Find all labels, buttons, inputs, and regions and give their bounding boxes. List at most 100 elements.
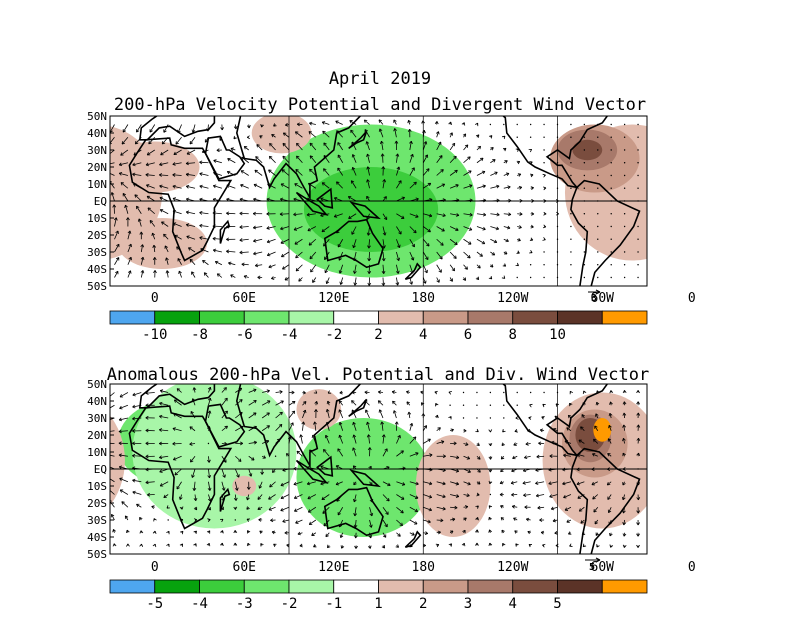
wind-arrowhead: [411, 243, 415, 248]
wind-vector: [490, 238, 497, 243]
wind-arrowhead: [382, 179, 387, 183]
colorbar-label: 5: [553, 596, 561, 612]
wind-arrowhead: [251, 457, 255, 461]
wind-arrowhead: [188, 247, 192, 251]
wind-arrowhead: [322, 130, 326, 135]
colorbar-swatch: [109, 310, 156, 325]
wind-vector: [266, 238, 276, 243]
wind-arrowhead: [455, 183, 459, 188]
wind-arrowhead: [381, 282, 386, 286]
wind-dot: [489, 417, 492, 419]
wind-arrowhead: [284, 277, 289, 281]
wind-vector: [566, 519, 572, 523]
wind-dot: [637, 251, 639, 253]
wind-arrowhead: [159, 196, 163, 201]
coastline: [349, 469, 381, 488]
wind-arrowhead: [525, 442, 529, 446]
colorbar-swatch: [512, 579, 558, 594]
wind-arrowhead: [282, 132, 287, 136]
wind-arrowhead: [291, 410, 296, 415]
wind-vector: [235, 399, 243, 406]
wind-arrowhead: [174, 472, 178, 476]
wind-vector: [476, 264, 481, 269]
lat-tick-label: 20N: [87, 161, 107, 174]
wind-dot: [597, 187, 599, 189]
wind-arrowhead: [337, 167, 341, 171]
wind-vector: [323, 142, 330, 151]
wind-vector: [409, 436, 417, 444]
wind-arrowhead: [436, 279, 440, 283]
wind-arrowhead: [455, 481, 460, 486]
wind-arrowhead: [246, 542, 251, 547]
wind-arrowhead: [273, 543, 277, 548]
wind-arrowhead: [397, 434, 401, 439]
wind-arrowhead: [501, 529, 505, 534]
wind-vector: [551, 506, 558, 510]
wind-arrowhead: [297, 531, 301, 536]
wind-vector: [145, 481, 155, 483]
wind-vector: [566, 427, 572, 432]
wind-arrowhead: [353, 535, 358, 539]
wind-arrowhead: [279, 212, 283, 216]
wind-vector: [255, 264, 263, 267]
wind-dot: [543, 123, 545, 126]
wind-arrowhead: [351, 154, 356, 158]
wind-vector: [525, 443, 531, 445]
wind-vector: [354, 507, 357, 517]
colorbar-swatch: [467, 579, 514, 594]
wind-arrowhead: [336, 181, 340, 185]
wind-arrowhead: [302, 409, 307, 414]
wind-arrowhead: [385, 511, 389, 515]
wind-arrowhead: [369, 512, 374, 517]
wind-vector: [409, 532, 415, 536]
wind-arrowhead: [499, 492, 503, 497]
wind-vector: [351, 409, 357, 419]
wind-vector: [288, 401, 296, 406]
wind-arrowhead: [622, 437, 626, 442]
wind-arrowhead: [384, 523, 388, 528]
colorbar-swatch: [512, 310, 558, 325]
wind-arrowhead: [293, 212, 297, 217]
panel-1-coastlines: [110, 116, 647, 286]
wind-vector: [436, 506, 446, 510]
wind-arrowhead: [280, 495, 284, 500]
wind-vector: [436, 519, 444, 521]
wind-arrowhead: [476, 442, 480, 446]
wind-arrowhead: [268, 496, 272, 500]
wind-arrowhead: [240, 170, 245, 174]
wind-arrowhead: [158, 441, 162, 446]
wind-vector: [268, 264, 276, 268]
wind-vector: [127, 243, 132, 253]
wind-arrowhead: [153, 518, 157, 522]
wind-arrowhead: [309, 155, 314, 159]
wind-arrowhead: [493, 239, 498, 244]
wind-vector: [308, 238, 317, 246]
wind-arrowhead: [132, 453, 136, 458]
wind-arrowhead: [427, 228, 431, 233]
colorbar-label: 3: [464, 596, 472, 612]
lat-tick-label: 50N: [87, 110, 107, 123]
wind-arrowhead: [192, 387, 197, 391]
wind-vector: [335, 481, 343, 486]
wind-arrowhead: [636, 452, 641, 457]
wind-vector: [239, 226, 249, 228]
wind-arrowhead: [137, 218, 142, 222]
wind-dot: [476, 404, 478, 406]
wind-arrowhead: [239, 225, 243, 229]
wind-arrowhead: [350, 180, 355, 184]
wind-arrowhead: [622, 412, 627, 416]
wind-arrowhead: [453, 441, 457, 446]
shaded-region-brown_light: [110, 415, 125, 506]
wind-vector: [463, 170, 472, 176]
wind-vector: [275, 411, 283, 419]
wind-vector: [119, 162, 128, 166]
wind-arrowhead: [488, 442, 493, 447]
wind-dot: [503, 391, 505, 394]
wind-arrowhead: [423, 425, 428, 429]
wind-vector: [449, 155, 457, 164]
wind-arrowhead: [496, 212, 500, 217]
colorbar-label: -2: [281, 596, 298, 612]
wind-arrowhead: [236, 474, 240, 478]
wind-dot: [597, 238, 599, 240]
wind-vector: [179, 494, 182, 500]
